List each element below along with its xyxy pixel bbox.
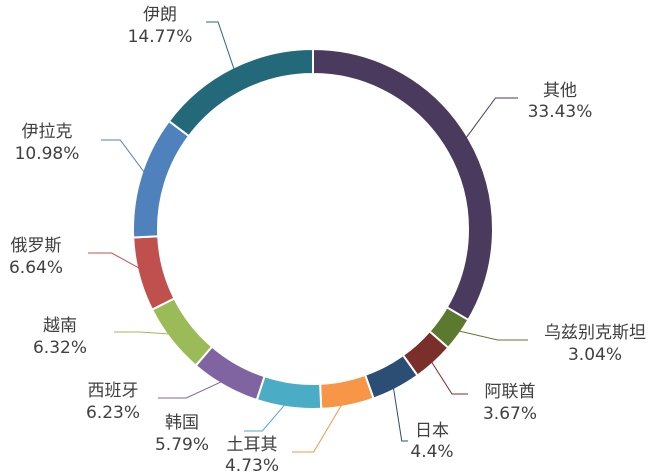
slice-percent-label: 6.32% (33, 338, 87, 358)
slice-name-label: 伊拉克 (22, 122, 73, 142)
slice-name-label: 俄罗斯 (11, 236, 62, 256)
slice-name-label: 越南 (43, 316, 77, 336)
leader-line (88, 252, 148, 273)
leader-line (391, 380, 408, 442)
slice-percent-label: 3.67% (483, 404, 537, 424)
slice-name-label: 日本 (415, 421, 449, 441)
slice-percent-label: 6.23% (86, 403, 140, 423)
slice-name-label: 伊朗 (143, 5, 177, 25)
leader-line (451, 328, 528, 341)
leader-line (206, 21, 237, 76)
donut-slice (312, 47, 494, 322)
leader-line (292, 397, 347, 453)
leader-line (244, 398, 291, 432)
slice-name-label: 其他 (543, 81, 577, 101)
slice-name-label: 西班牙 (88, 381, 139, 401)
slice-name-label: 土耳其 (227, 435, 278, 455)
donut-slice (132, 235, 176, 311)
leader-line (461, 97, 518, 144)
donut-slice (319, 373, 375, 410)
slice-percent-label: 14.77% (128, 27, 193, 47)
leader-line (114, 331, 178, 336)
slice-percent-label: 4.4% (410, 442, 453, 462)
donut-slice (255, 374, 323, 410)
leader-line (101, 139, 150, 179)
slice-percent-label: 33.43% (528, 102, 593, 122)
slice-name-label: 乌兹别克斯坦 (544, 323, 646, 343)
donut-slice (132, 119, 191, 239)
leader-line (158, 377, 229, 399)
slice-percent-label: 10.98% (15, 144, 80, 164)
slice-percent-label: 6.64% (9, 258, 63, 278)
slice-percent-label: 4.73% (225, 456, 279, 473)
slice-name-label: 韩国 (165, 413, 199, 433)
donut-slice (167, 47, 314, 138)
slice-percent-label: 3.04% (568, 345, 622, 365)
slice-name-label: 阿联酋 (485, 382, 536, 402)
leader-line (427, 355, 468, 395)
donut-slice (150, 297, 214, 367)
slice-percent-label: 5.79% (155, 435, 209, 455)
